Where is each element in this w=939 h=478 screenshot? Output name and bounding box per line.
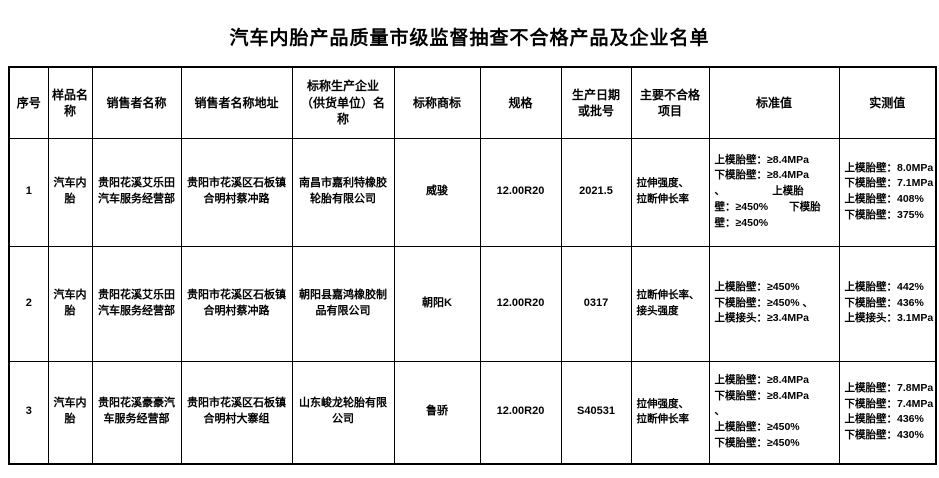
- cell-spec: 12.00R20: [479, 360, 562, 465]
- cell-defect-items: 拉伸强度、 拉断伸长率: [630, 137, 710, 247]
- cell-seller-name: 贵阳花溪艾乐田 汽车服务经营部: [91, 245, 182, 362]
- cell-seller-address: 贵阳市花溪区石板镇 合明村大寨组: [180, 360, 293, 465]
- cell-brand: 鲁骄: [393, 360, 481, 465]
- col-header-standard-value: 标准值: [708, 66, 840, 139]
- col-header-seller-name: 销售者名称: [91, 66, 182, 139]
- cell-measured-value: 上模胎壁：7.8MPa 下模胎壁：7.4MPa 上模胎壁：436% 下模胎壁：4…: [838, 360, 937, 465]
- cell-measured-value: 上模胎壁：442% 下模胎壁：436% 上模接头：3.1MPa: [838, 245, 937, 362]
- cell-brand: 威骏: [393, 137, 481, 247]
- page-title: 汽车内胎产品质量市级监督抽查不合格产品及企业名单: [229, 28, 710, 49]
- cell-manufacturer-name: 朝阳县嘉鸿橡胶制 品有限公司: [291, 245, 395, 362]
- cell-seq: 3: [8, 360, 49, 465]
- cell-spec: 12.00R20: [479, 245, 562, 362]
- table-row: 1 汽车内 胎 贵阳花溪艾乐田 汽车服务经营部 贵阳市花溪区石板镇 合明村蔡冲路…: [8, 137, 937, 247]
- cell-measured-value: 上模胎壁：8.0MPa 下模胎壁：7.1MPa 上模胎壁：408% 下模胎壁：3…: [838, 137, 937, 247]
- cell-seller-name: 贵阳花溪艾乐田 汽车服务经营部: [91, 137, 182, 247]
- cell-manufacturer-name: 南昌市嘉利特橡胶 轮胎有限公司: [291, 137, 395, 247]
- cell-manufacturer-name: 山东峻龙轮胎有限 公司: [291, 360, 395, 465]
- col-header-sample-name: 样品名 称: [47, 66, 93, 139]
- col-header-defect-items: 主要不合格 项目: [630, 66, 710, 139]
- cell-batch: 0317: [560, 245, 632, 362]
- cell-sample-name: 汽车内 胎: [47, 245, 93, 362]
- cell-seller-name: 贵阳花溪豪豪汽 车服务经营部: [91, 360, 182, 465]
- cell-standard-value: 上模胎壁：≥8.4MPa 下模胎壁：≥8.4MPa 、 上模胎 壁：≥450% …: [708, 137, 840, 247]
- cell-defect-items: 拉断伸长率、 接头强度: [630, 245, 710, 362]
- cell-brand: 朝阳K: [393, 245, 481, 362]
- cell-defect-items: 拉伸强度、 拉断伸长率: [630, 360, 710, 465]
- cell-seq: 1: [8, 137, 49, 247]
- col-header-manufacturer-name: 标称生产企业 （供货单位）名 称: [291, 66, 395, 139]
- col-header-brand: 标称商标: [393, 66, 481, 139]
- cell-seller-address: 贵阳市花溪区石板镇 合明村蔡冲路: [180, 245, 293, 362]
- inspection-results-table: 序号 样品名 称 销售者名称 销售者名称地址 标称生产企业 （供货单位）名 称 …: [8, 66, 937, 465]
- table-header-row: 序号 样品名 称 销售者名称 销售者名称地址 标称生产企业 （供货单位）名 称 …: [8, 66, 937, 139]
- table-row: 2 汽车内 胎 贵阳花溪艾乐田 汽车服务经营部 贵阳市花溪区石板镇 合明村蔡冲路…: [8, 245, 937, 362]
- table-row: 3 汽车内 胎 贵阳花溪豪豪汽 车服务经营部 贵阳市花溪区石板镇 合明村大寨组 …: [8, 360, 937, 465]
- cell-spec: 12.00R20: [479, 137, 562, 247]
- col-header-batch: 生产日期 或批号: [560, 66, 632, 139]
- cell-sample-name: 汽车内 胎: [47, 137, 93, 247]
- cell-seq: 2: [8, 245, 49, 362]
- col-header-measured-value: 实测值: [838, 66, 937, 139]
- col-header-seller-address: 销售者名称地址: [180, 66, 293, 139]
- cell-batch: 2021.5: [560, 137, 632, 247]
- cell-standard-value: 上模胎壁：≥450% 下模胎壁：≥450% 、 上模接头：≥3.4MPa: [708, 245, 840, 362]
- cell-seller-address: 贵阳市花溪区石板镇 合明村蔡冲路: [180, 137, 293, 247]
- col-header-spec: 规格: [479, 66, 562, 139]
- col-header-seq: 序号: [8, 66, 49, 139]
- cell-standard-value: 上模胎壁：≥8.4MPa 下模胎壁：≥8.4MPa 、 上模胎壁：≥450% 下…: [708, 360, 840, 465]
- cell-batch: S40531: [560, 360, 632, 465]
- cell-sample-name: 汽车内 胎: [47, 360, 93, 465]
